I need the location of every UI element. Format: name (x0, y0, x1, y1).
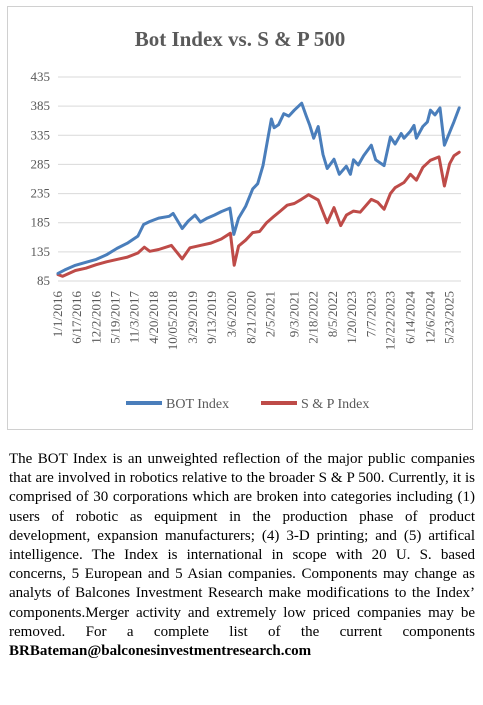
x-tick-label: 10/05/2018 (165, 291, 180, 350)
y-tick-label: 135 (31, 244, 51, 259)
y-tick-label: 385 (31, 98, 51, 113)
x-tick-label: 2/5/2021 (263, 291, 278, 337)
x-tick-label: 4/20/2018 (146, 291, 161, 344)
x-tick-label: 12/22/2023 (382, 291, 397, 350)
x-tick-label: 1/1/2016 (50, 291, 65, 338)
legend-label-sp-index: S & P Index (301, 397, 369, 412)
x-tick-label: 3/29/2019 (185, 291, 200, 344)
x-tick-label: 8/5/2022 (325, 291, 340, 337)
x-tick-label: 6/14/2024 (402, 291, 417, 344)
x-tick-label: 3/6/2020 (224, 291, 239, 337)
y-tick-label: 185 (31, 215, 51, 230)
x-tick-label: 6/17/2016 (69, 291, 84, 344)
chart-frame: Bot Index vs. S & P 500 85 135 185 235 285 33… (7, 6, 473, 430)
legend-label-bot-index: BOT Index (166, 397, 229, 412)
y-tick-label: 335 (31, 127, 51, 142)
y-tick-label: 235 (31, 186, 51, 201)
x-tick-label: 9/13/2019 (204, 291, 219, 344)
x-tick-label: 11/3/2017 (127, 291, 142, 344)
x-tick-label: 2/18/2022 (306, 291, 321, 344)
x-tick-label: 8/21/2020 (243, 291, 258, 344)
y-tick-label: 435 (31, 69, 51, 84)
x-tick-label: 12/2/2016 (88, 291, 103, 344)
y-tick-label: 285 (31, 156, 51, 171)
x-tick-label: 7/7/2023 (363, 291, 378, 337)
x-tick-label: 9/3/2021 (287, 291, 302, 337)
description-text: The BOT Index is an unweighted reflectio… (9, 451, 475, 640)
series-line-bot-index (56, 101, 461, 275)
x-tick-label: 5/19/2017 (108, 291, 123, 344)
y-tick-label: 85 (37, 273, 50, 288)
chart-title: Bot Index vs. S & P 500 (134, 27, 346, 51)
line-chart: 85 135 185 235 285 335 385 435 1/1/2016 6/17/2016… (31, 69, 461, 412)
series-line-sp-index (56, 150, 461, 278)
x-tick-label: 12/6/2024 (422, 291, 437, 344)
x-tick-label: 1/20/2023 (344, 291, 359, 344)
contact-email: BRBateman@balconesinvestmentresearch.com (9, 643, 312, 660)
x-tick-label: 5/23/2025 (442, 291, 457, 344)
description-paragraph: The BOT Index is an unweighted reflectio… (9, 450, 475, 661)
